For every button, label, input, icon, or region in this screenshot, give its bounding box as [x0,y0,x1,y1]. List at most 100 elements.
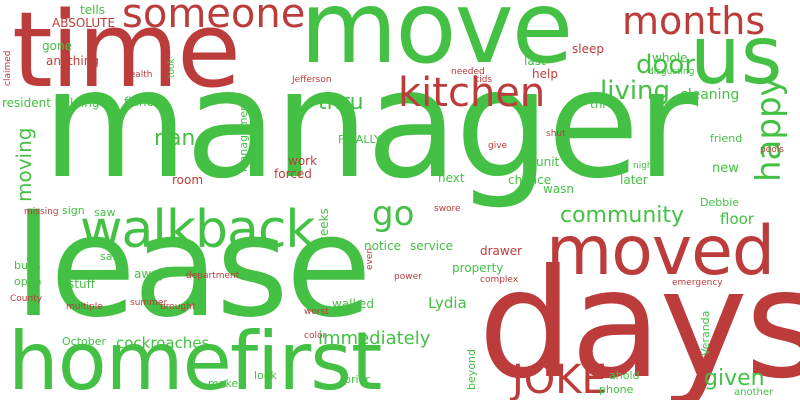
word-walked: walked [332,297,375,311]
word-jefferson: Jefferson [292,75,332,85]
word-home: home [8,315,232,400]
word-look: look [254,369,277,382]
word-immediately: immediately [318,328,431,349]
word-help: help [532,67,558,81]
word-give: give [488,141,508,151]
word-joke: JOKE [512,357,607,400]
word-swore: swore [434,204,461,214]
word-sleep: sleep [572,42,604,56]
word-whole: whole [652,51,688,65]
word-lease: lease [14,186,372,349]
word-someone: someone [122,0,306,37]
word-friend: friend [710,132,743,145]
word-department: department [186,271,240,281]
word-given: given [704,366,765,391]
word-lydia: Lydia [428,294,467,312]
word-stuff: stuff [68,277,95,291]
word-emergency: emergency [672,278,723,288]
word-phone: phone [599,383,634,396]
word-gone: gone [42,39,72,53]
word-even: even [365,247,375,270]
word-october: October [62,335,107,348]
word-us: us [690,9,783,102]
word-cleaning: cleaning [680,87,740,103]
word-fiance: fiance [124,95,161,109]
word-veranda: Veranda [699,310,712,356]
word-beyond: beyond [465,349,478,390]
word-drawer: drawer [480,244,523,258]
word-disgusting: disgusting [648,67,695,77]
word-new: new [712,161,739,176]
word-claimed: claimed [3,50,13,86]
word-sign: sign [62,204,85,217]
word-needed: needed [451,67,485,77]
word-tells: tells [80,3,106,17]
word-thru: thru [318,90,364,115]
word-ahold: ahold [609,369,640,382]
word-work: work [288,154,318,168]
word-chance: chance [508,173,552,187]
word-weeks: weeks [317,208,331,246]
word-nan: nan [154,126,196,151]
word-health: health [124,70,153,80]
word-unit: unit [536,155,560,169]
word-service: service [410,239,453,253]
word-days: days [478,238,800,400]
word-living: living [600,76,671,106]
word-later: later [620,173,648,187]
word-took: took [167,58,177,78]
word-moved: moved [546,212,775,291]
word-next: next [438,171,465,185]
word-away: away [134,267,166,281]
word-another: another [734,387,774,398]
word-saw: saw [94,206,116,219]
word-cockroaches: cockroaches [116,334,210,352]
word-resident: resident [2,96,51,110]
word-county: County [10,294,43,304]
word-community: community [560,203,685,228]
word-door: door [636,50,696,80]
word-walkback: walkback [80,200,316,260]
word-power: power [394,272,422,282]
word-three: three [590,97,622,111]
word-kids: kids [474,75,493,85]
word-happy: happy [749,76,789,182]
word-brought: brought [160,302,196,312]
word-management: Management [237,99,250,172]
word-multiple: multiple [66,302,103,312]
word-debbie: Debbie [700,196,740,209]
word-worst: worst [304,307,329,317]
word-notice: notice [364,239,401,253]
word-first: first [230,315,382,400]
word-anything: anything [46,54,99,68]
word-said: said [100,250,123,263]
word-forced: forced [274,167,312,181]
word-move: move [300,0,573,86]
word-finally: FINALLY [338,133,381,146]
word-missing: missing [24,207,59,217]
word-manager: manager [42,38,698,212]
word-property: property [452,261,504,275]
word-summer: summer [130,298,168,308]
word-room: room [172,173,204,187]
word-make: make [208,377,239,390]
word-time: time [12,0,241,111]
word-prior: prior [344,373,370,386]
word-night: night [633,161,657,171]
word-color: color [304,331,327,341]
word-absolute: ABSOLUTE [52,16,116,30]
word-bugs: bugs [14,259,41,272]
word-open: open [14,275,42,288]
word-pools: pools [760,145,784,155]
word-kitchen: kitchen [398,70,546,116]
word-shut: shut [546,129,566,139]
word-floor: floor [720,210,754,228]
word-wasn: wasn [543,182,575,196]
word-moving: moving [12,127,36,202]
word-last: last [524,54,546,68]
word-go: go [372,194,415,234]
word-complex: complex [480,275,519,285]
word-months: months [622,0,766,43]
word-helping: helping [55,96,100,110]
